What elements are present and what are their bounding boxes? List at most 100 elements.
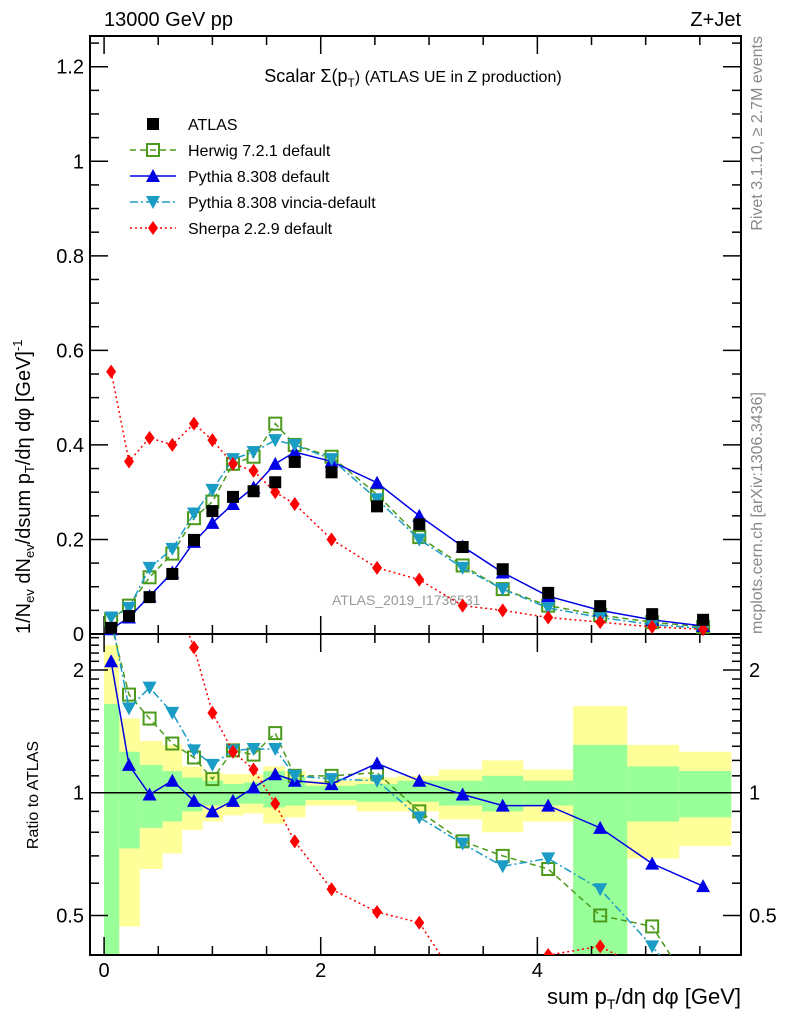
legend: ATLAS Herwig 7.2.1 default Pythia 8.308 de… [130, 117, 376, 238]
watermark: ATLAS_2019_I1736531 [332, 592, 481, 608]
ratio-point-sherpa [543, 948, 554, 955]
ratio-point-sherpa [372, 904, 383, 919]
ratio-point-pythia [165, 773, 180, 787]
ratio-point-vincia [205, 758, 220, 772]
point-sherpa [188, 416, 199, 431]
point-sherpa [270, 485, 281, 500]
ratio-point-vincia [645, 940, 660, 954]
x-tick-label: 2 [315, 960, 326, 982]
ylabel-b-sub: ev [22, 544, 37, 558]
ratio-point-sherpa [414, 915, 425, 930]
ylabel-d-sup: -1 [10, 339, 25, 351]
point-sherpa [457, 598, 468, 613]
legend-item-atlas: ATLAS [147, 117, 238, 134]
green-band-bin [223, 784, 244, 804]
point-atlas [542, 586, 555, 599]
x-axis-label: sum pT/dη dφ [GeV] [547, 984, 741, 1012]
y-tick-label: 0.4 [56, 435, 84, 457]
ratio-point-sherpa [595, 939, 606, 954]
line-sherpa [110, 371, 704, 631]
point-vincia [186, 507, 201, 521]
legend-item-herwig: Herwig 7.2.1 default [130, 143, 331, 160]
ratio-point-vincia [541, 852, 556, 866]
ratio-point-pythia [121, 757, 136, 771]
header-analysis: Z+Jet [690, 9, 741, 31]
point-vincia [121, 602, 136, 615]
point-sherpa [106, 364, 117, 379]
ratio-point-herwig [121, 687, 136, 702]
ratio-point-vincia [593, 883, 608, 897]
ylabel-a-sub: ev [22, 589, 37, 603]
point-atlas [456, 541, 469, 554]
ratio-tick-label-right: 0.5 [749, 905, 777, 927]
xlabel-rest: /dη dφ [GeV] [615, 984, 741, 1009]
point-vincia [455, 561, 470, 575]
ratio-point-herwig [268, 726, 283, 741]
point-sherpa [414, 572, 425, 587]
legend-label: Sherpa 2.2.9 default [188, 221, 333, 238]
ratio-series-vincia [113, 634, 661, 955]
point-atlas [594, 600, 607, 613]
legend-marker [147, 118, 159, 130]
legend-item-vincia: Pythia 8.308 vincia-default [130, 195, 376, 212]
green-band-bin [679, 771, 732, 818]
ratio-tick-label-right: 1 [749, 783, 760, 805]
ratio-point-pythia [268, 767, 283, 781]
ratio-point-pythia [696, 879, 711, 893]
point-pythia [225, 497, 240, 510]
series-atlas [105, 455, 710, 634]
ratio-tick-label: 2 [73, 660, 84, 682]
ratio-point-sherpa [227, 744, 238, 759]
ratio-point-pythia [455, 787, 470, 801]
point-sherpa [123, 454, 134, 469]
legend-label: ATLAS [188, 117, 238, 134]
point-atlas [288, 455, 301, 468]
point-herwig [268, 416, 283, 431]
title-main: Scalar Σ(p [264, 66, 347, 86]
legend-marker [148, 221, 158, 235]
point-atlas [325, 466, 338, 479]
ratio-frame [89, 633, 742, 956]
ratio-series-sherpa [187, 634, 619, 955]
ratio-point-pythia [370, 756, 385, 770]
ratio-point-vincia [370, 774, 385, 788]
point-atlas [269, 476, 282, 489]
legend-item-pythia: Pythia 8.308 default [130, 169, 330, 186]
point-vincia [495, 583, 510, 597]
mcplots-label: mcplots.cern.ch [arXiv:1306.3436] [749, 392, 766, 634]
ratio-point-vincia [186, 744, 201, 758]
point-sherpa [227, 456, 238, 471]
ratio-point-vincia [495, 860, 510, 874]
axes: 0 2 4 0 0.2 0.4 0.6 0.8 1 1.2 0.5 0.5 1 1 2 2 [56, 35, 777, 982]
ratio-point-vincia [142, 681, 157, 695]
point-vincia [287, 438, 302, 452]
point-atlas [247, 485, 260, 498]
ratio-point-pythia [593, 820, 608, 834]
ratio-point-pythia [645, 856, 660, 870]
series-group [104, 364, 711, 955]
legend-marker [146, 196, 160, 209]
ratio-point-vincia [165, 706, 180, 720]
y-tick-label: 1 [73, 151, 84, 173]
point-atlas [166, 567, 179, 580]
green-band-bin [397, 780, 439, 802]
header-process: 13000 GeV pp [104, 9, 233, 31]
ratio-point-vincia [268, 742, 283, 756]
point-sherpa [207, 433, 218, 448]
point-vincia [324, 453, 339, 467]
ratio-point-herwig [593, 908, 608, 923]
point-sherpa [543, 610, 554, 625]
xlabel-sub: T [607, 996, 616, 1012]
ratio-point-vincia [455, 837, 470, 851]
point-sherpa [167, 437, 178, 452]
ratio-point-herwig [165, 736, 180, 751]
legend-label: Pythia 8.308 default [188, 169, 330, 186]
x-tick-label: 0 [99, 960, 110, 982]
ratio-point-pythia [541, 798, 556, 812]
point-pythia [205, 515, 220, 529]
ratio-tick-label: 1 [73, 783, 84, 805]
point-atlas [371, 500, 384, 513]
point-sherpa [595, 615, 606, 630]
y-tick-label: 0.8 [56, 246, 84, 268]
ratio-point-herwig [142, 711, 157, 726]
